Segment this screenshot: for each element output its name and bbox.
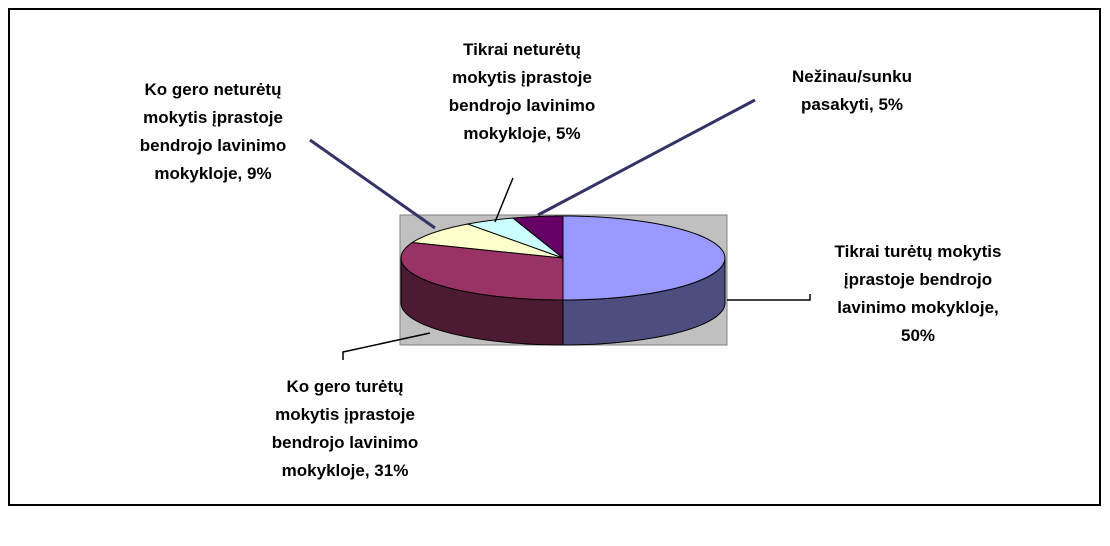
category: Ko gero turėtų mokytis įprastoje bendroj… xyxy=(271,377,419,480)
leader-line xyxy=(342,332,431,360)
slice xyxy=(562,215,726,301)
value-label: 5% xyxy=(556,124,581,143)
slice-label: Nežinau/sunku pasakyti, 5% xyxy=(767,63,937,119)
slice xyxy=(400,242,564,301)
pie xyxy=(400,215,726,346)
leader-line xyxy=(537,98,756,217)
slice xyxy=(465,217,564,259)
slice xyxy=(410,223,564,259)
leader-line xyxy=(494,177,514,223)
slice-label: Ko gero neturėtų mokytis įprastoje bendr… xyxy=(128,76,298,188)
value-label: 50% xyxy=(900,326,936,345)
slice xyxy=(511,215,564,260)
leader-lines xyxy=(309,98,811,360)
slice-label: Tikrai neturėtų mokytis įprastoje bendro… xyxy=(437,36,607,148)
chart-border xyxy=(8,8,1101,506)
leader-line xyxy=(309,138,436,230)
value-label: 9% xyxy=(247,164,272,183)
value-label: 31% xyxy=(374,461,409,480)
category: Tikrai neturėtų mokytis įprastoje bendro… xyxy=(448,40,596,143)
slice-label: Tikrai turėtų mokytis įprastoje bendrojo… xyxy=(833,238,1003,350)
slice-label: Ko gero turėtų mokytis įprastoje bendroj… xyxy=(260,373,430,485)
category: Nežinau/sunku pasakyti, xyxy=(792,67,912,114)
value-label: 5% xyxy=(878,95,904,114)
category: Tikrai turėtų mokytis įprastoje bendrojo… xyxy=(834,242,1002,317)
category: Ko gero neturėtų mokytis įprastoje bendr… xyxy=(139,80,287,183)
leader-line xyxy=(727,294,811,301)
